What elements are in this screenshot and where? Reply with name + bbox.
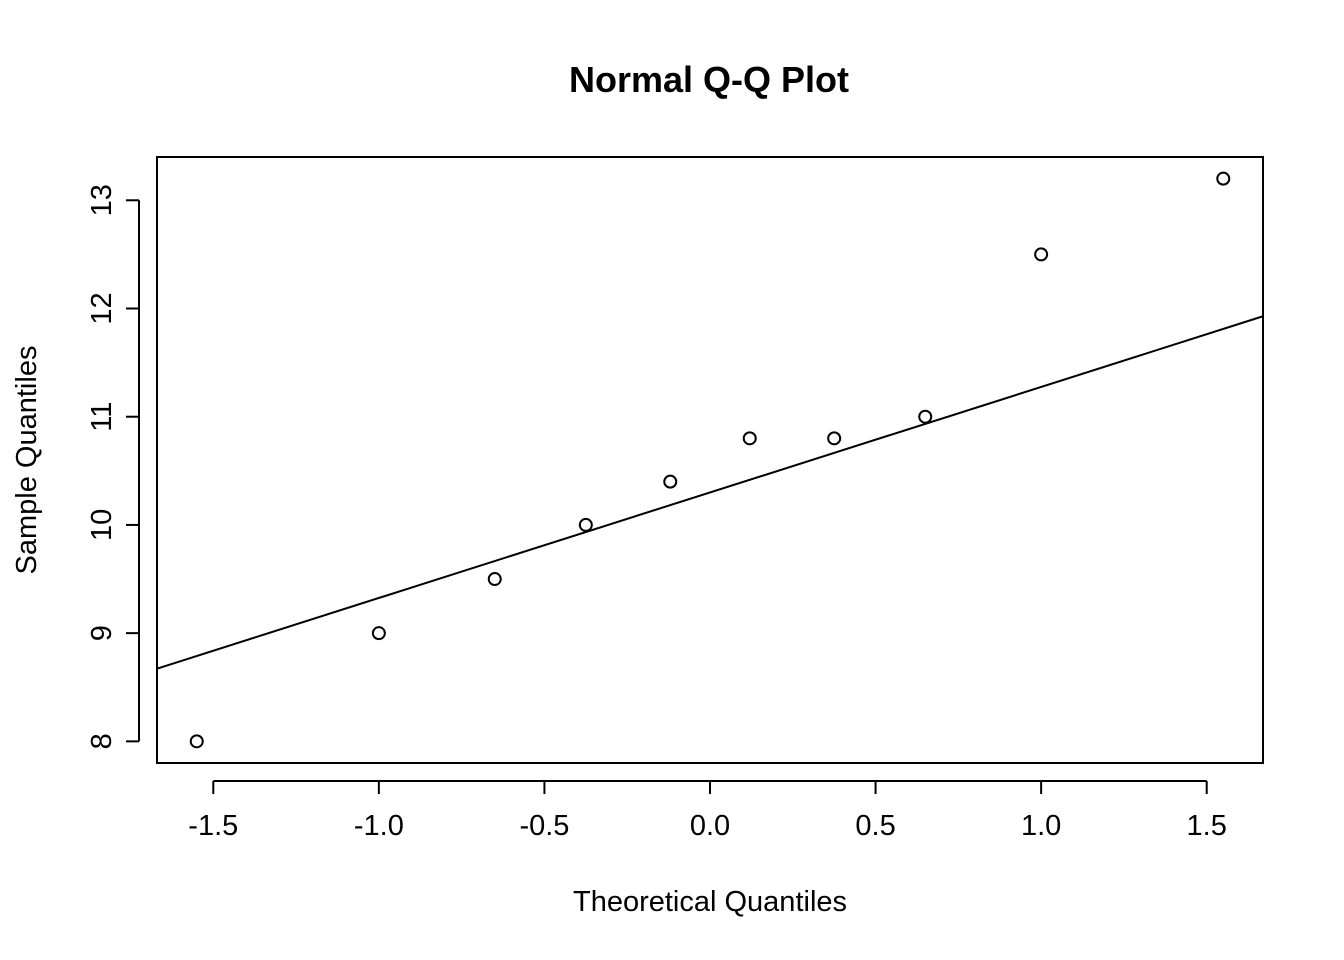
x-tick-label: 1.5: [1187, 810, 1227, 842]
x-axis-label: Theoretical Quantiles: [573, 886, 847, 918]
y-tick-label: 13: [86, 184, 118, 216]
y-tick-label: 11: [86, 402, 118, 432]
data-point: [1216, 171, 1231, 186]
x-axis: -1.5 -1.0 -0.5 0.0 0.5 1.0 1.5: [188, 780, 1227, 842]
x-tick-label: -1.5: [188, 810, 238, 842]
plot-frame: [156, 156, 1264, 764]
data-point: [487, 572, 502, 587]
x-tick-label: -0.5: [519, 810, 569, 842]
data-point: [663, 474, 678, 489]
data-point: [827, 431, 842, 446]
x-tick-label: 0.5: [855, 810, 895, 842]
y-tick-label: 8: [86, 733, 118, 749]
x-tick-label: 1.0: [1021, 810, 1061, 842]
data-point: [371, 626, 386, 641]
data-point: [578, 517, 593, 532]
data-point: [189, 734, 204, 749]
data-point: [918, 409, 933, 424]
data-point: [742, 431, 757, 446]
data-point: [1034, 247, 1049, 262]
plot-area: [156, 171, 1264, 749]
y-axis: 8 9 10 11 12 13: [86, 184, 140, 749]
y-tick-label: 9: [86, 625, 118, 641]
y-axis-label: Sample Quantiles: [11, 346, 43, 575]
x-tick-label: 0.0: [690, 810, 730, 842]
y-tick-label: 10: [86, 509, 118, 541]
qq-reference-line: [156, 315, 1264, 670]
chart-title: Normal Q-Q Plot: [569, 59, 849, 100]
x-tick-label: -1.0: [354, 810, 404, 842]
data-points: [189, 171, 1231, 749]
y-tick-label: 12: [86, 292, 118, 324]
